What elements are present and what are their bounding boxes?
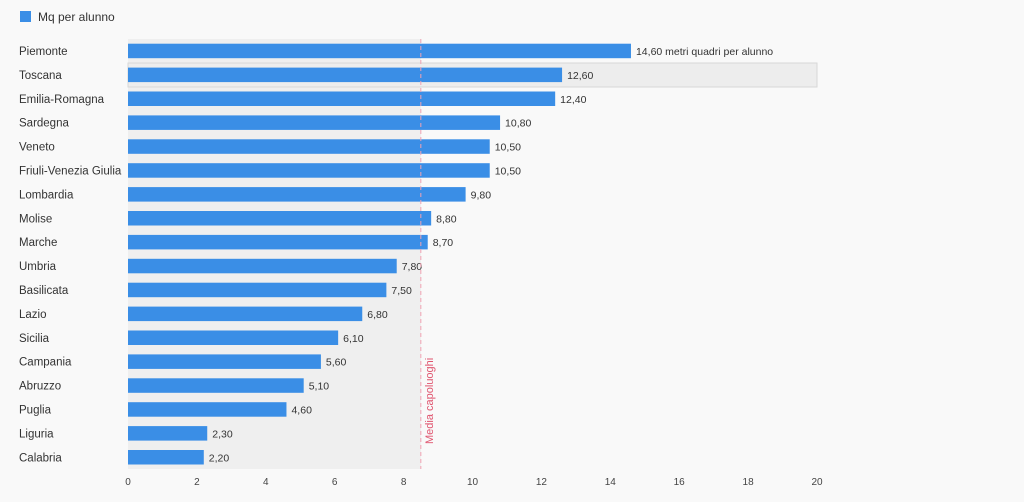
- bar[interactable]: [128, 187, 466, 202]
- plot-background: [128, 39, 421, 469]
- data-label: 7,80: [402, 261, 423, 273]
- category-label: Marche: [19, 237, 57, 249]
- category-label: Toscana: [19, 70, 62, 82]
- bar[interactable]: [128, 258, 397, 274]
- category-label: Abruzzo: [19, 381, 61, 393]
- x-tick-label: 16: [674, 477, 686, 488]
- bar[interactable]: [128, 211, 432, 226]
- data-label: 9,80: [471, 189, 492, 201]
- bar[interactable]: [128, 402, 287, 417]
- bar[interactable]: [128, 91, 556, 107]
- bar[interactable]: [128, 234, 428, 250]
- category-label: Piemonte: [19, 46, 68, 58]
- x-tick-label: 20: [811, 477, 823, 488]
- data-label: 10,50: [495, 165, 521, 177]
- category-label: Campania: [19, 357, 72, 369]
- data-label: 10,50: [495, 142, 521, 154]
- category-label: Lombardia: [19, 189, 74, 201]
- bar[interactable]: [128, 115, 501, 130]
- data-label: 12,40: [560, 94, 586, 106]
- legend[interactable]: Mq per alunno: [20, 10, 115, 24]
- category-label: Puglia: [19, 404, 52, 416]
- bar[interactable]: [128, 450, 204, 465]
- data-label: 6,10: [343, 333, 364, 345]
- category-label: Sicilia: [19, 333, 50, 345]
- bar[interactable]: [128, 163, 490, 178]
- bar[interactable]: [128, 67, 563, 83]
- data-label: 6,80: [367, 309, 388, 321]
- data-label: 5,10: [309, 381, 330, 393]
- bar[interactable]: [128, 426, 208, 441]
- data-label: 4,60: [291, 404, 312, 416]
- category-label: Veneto: [19, 142, 55, 154]
- category-label: Lazio: [19, 309, 47, 321]
- x-tick-label: 6: [332, 477, 338, 488]
- bar[interactable]: [128, 306, 363, 322]
- x-tick-label: 12: [536, 477, 548, 488]
- data-label: 8,70: [433, 237, 454, 249]
- bar[interactable]: [128, 282, 387, 298]
- data-label: 2,20: [209, 452, 230, 464]
- bar[interactable]: [128, 330, 339, 346]
- category-label: Molise: [19, 213, 52, 225]
- data-label: 2,30: [212, 428, 233, 440]
- category-label: Emilia-Romagna: [19, 94, 105, 106]
- legend-swatch: [20, 11, 31, 22]
- data-label: 5,60: [326, 357, 347, 369]
- data-label: 10,80: [505, 118, 531, 130]
- legend-label: Mq per alunno: [38, 10, 115, 24]
- bar[interactable]: [128, 354, 321, 369]
- bar[interactable]: [128, 378, 304, 393]
- category-label: Friuli-Venezia Giulia: [19, 165, 122, 177]
- x-tick-label: 8: [401, 477, 407, 488]
- data-label: 14,60 metri quadri per alunno: [636, 46, 773, 58]
- x-tick-label: 18: [743, 477, 755, 488]
- x-tick-label: 4: [263, 477, 269, 488]
- category-label: Sardegna: [19, 118, 69, 130]
- category-label: Calabria: [19, 452, 62, 464]
- x-tick-label: 14: [605, 477, 617, 488]
- reference-line-label: Media capoluoghi: [424, 358, 436, 444]
- data-label: 7,50: [391, 285, 412, 297]
- bar[interactable]: [128, 43, 631, 59]
- x-tick-label: 0: [125, 477, 131, 488]
- x-tick-label: 10: [467, 477, 479, 488]
- bar[interactable]: [128, 139, 490, 154]
- x-tick-label: 2: [194, 477, 200, 488]
- data-label: 8,80: [436, 213, 457, 225]
- category-label: Basilicata: [19, 285, 69, 297]
- data-label: 12,60: [567, 70, 593, 82]
- category-label: Liguria: [19, 428, 54, 440]
- category-label: Umbria: [19, 261, 57, 273]
